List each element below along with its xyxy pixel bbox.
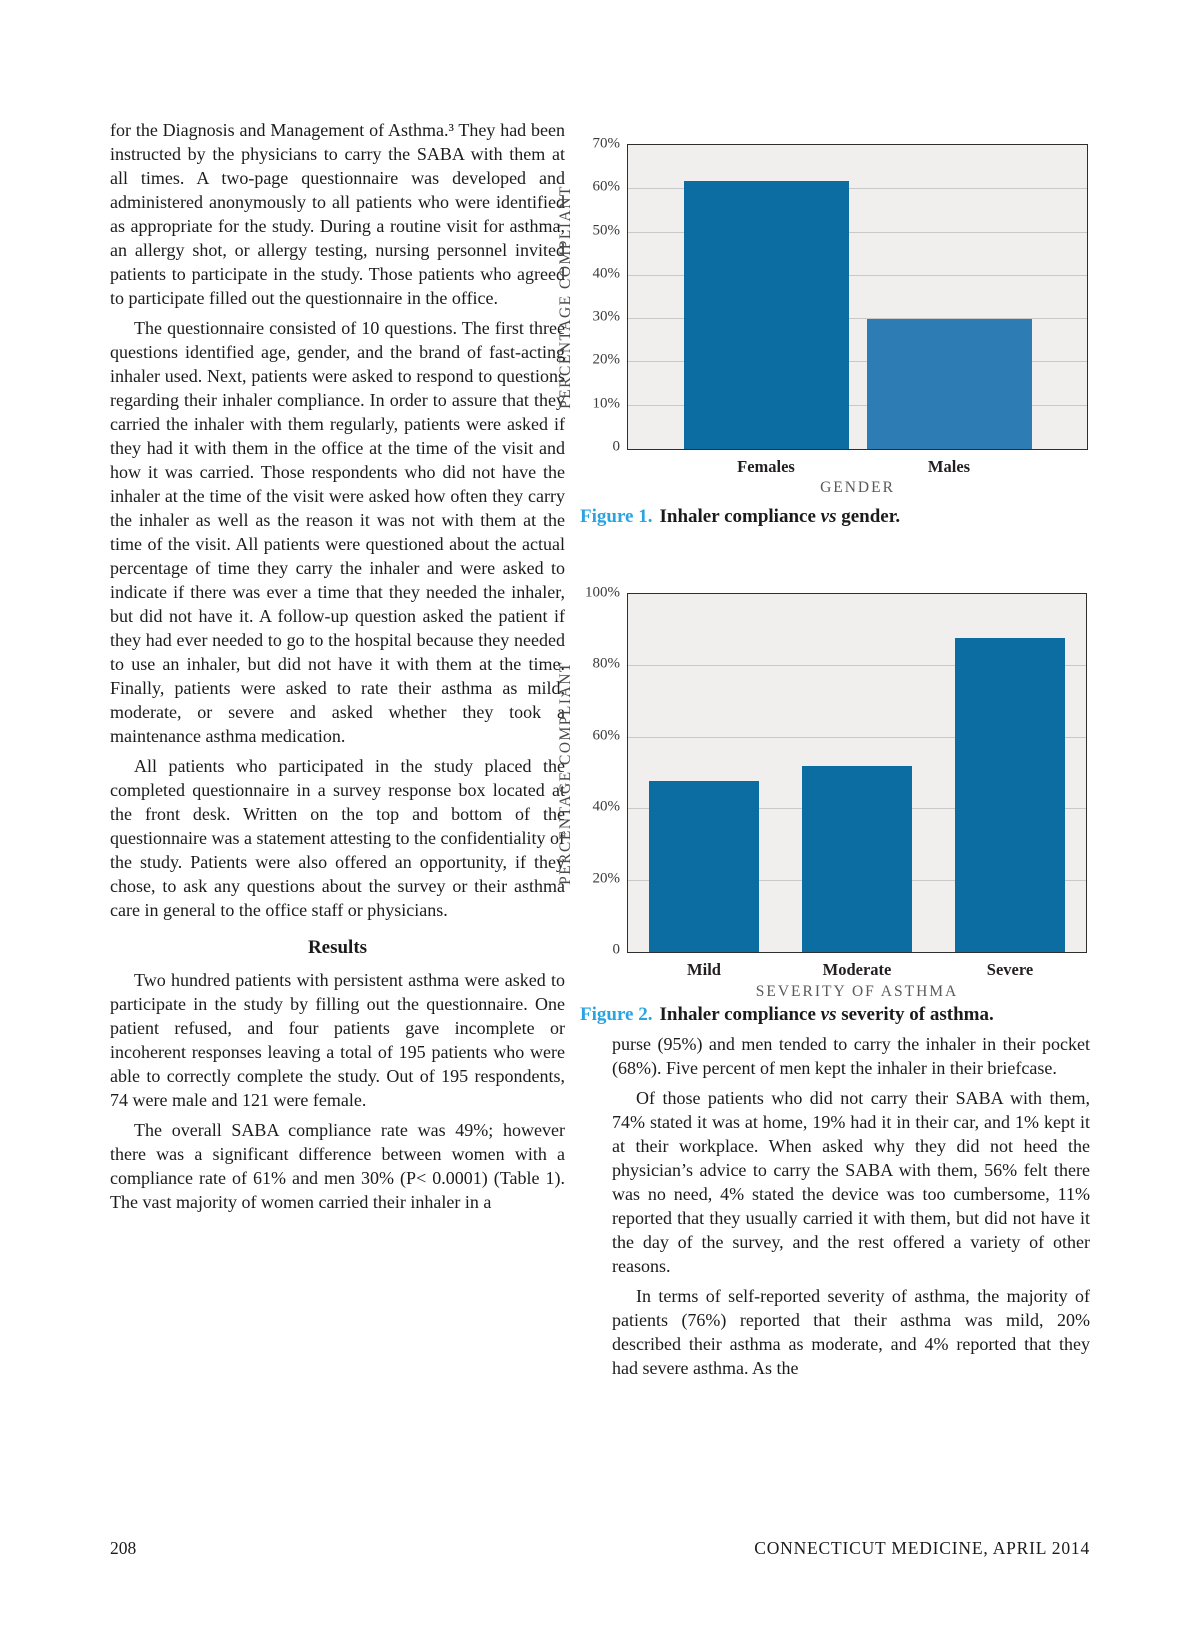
paragraph-continuation: purse (95%) and men tended to carry the … — [612, 1034, 1090, 1078]
y-tick-label: 60% — [592, 178, 621, 195]
x-category-label: Mild — [687, 960, 721, 979]
x-axis-title: GENDER — [820, 479, 895, 496]
paragraph: The overall SABA compliance rate was 49%… — [110, 1120, 565, 1212]
journal-footer: CONNECTICUT MEDICINE, APRIL 2014 — [754, 1538, 1090, 1558]
bars — [628, 594, 1086, 952]
bar-males — [866, 319, 1032, 449]
y-tick-label: 10% — [592, 395, 621, 412]
left-column: for the Diagnosis and Management of Asth… — [110, 118, 565, 1214]
x-category-labels: Females Males — [627, 457, 1088, 477]
caption-text: gender. — [841, 506, 901, 527]
figure-2-caption: Figure 2. Inhaler compliance vs severity … — [580, 1004, 1090, 1026]
y-tick-label: 60% — [592, 727, 621, 744]
y-tick-label: 80% — [592, 655, 621, 672]
paragraph: In terms of self-reported severity of as… — [612, 1286, 1090, 1378]
gridline — [628, 188, 1087, 190]
gridline — [628, 231, 1087, 233]
caption-vs: vs — [820, 1004, 837, 1025]
gridline — [628, 361, 1087, 363]
bar-severe — [955, 637, 1065, 952]
y-tick-label: 40% — [592, 265, 621, 282]
bar-females — [683, 180, 849, 449]
bar-moderate — [802, 766, 912, 952]
y-tick-label: 0 — [612, 941, 621, 958]
paragraph: Two hundred patients with persistent ast… — [110, 970, 565, 1110]
page-number: 208 — [110, 1538, 137, 1558]
paragraph: The questionnaire consisted of 10 questi… — [110, 318, 565, 746]
caption-vs: vs — [820, 506, 837, 527]
right-column: purse (95%) and men tended to carry the … — [612, 1032, 1090, 1380]
y-tick-label: 20% — [592, 870, 621, 887]
gridline — [628, 736, 1086, 738]
gridline — [628, 318, 1087, 320]
bars — [628, 145, 1087, 449]
x-category-label: Severe — [986, 960, 1034, 979]
caption-text: Inhaler compliance — [659, 506, 816, 527]
paragraph: Of those patients who did not carry thei… — [612, 1088, 1090, 1276]
caption-text: Inhaler compliance — [659, 1004, 816, 1025]
y-tick-label: 100% — [585, 584, 620, 601]
x-axis-title: SEVERITY OF ASTHMA — [755, 983, 959, 1000]
x-category-label: Females — [737, 457, 795, 476]
figure-1-caption: Figure 1. Inhaler compliance vs gender. — [580, 506, 1090, 528]
gridline — [628, 404, 1087, 406]
figure-2-label: Figure 2. — [580, 1004, 653, 1025]
y-axis-tick-labels: 0 20% 40% 60% 80% 100% — [552, 585, 621, 958]
y-tick-label: 40% — [592, 798, 621, 815]
y-tick-label: 70% — [592, 135, 621, 152]
x-category-label: Moderate — [822, 960, 892, 979]
figure-1-label: Figure 1. — [580, 506, 653, 527]
paragraph-continuation: for the Diagnosis and Management of Asth… — [110, 120, 565, 308]
y-tick-label: 20% — [592, 351, 621, 368]
paragraph: All patients who participated in the stu… — [110, 756, 565, 920]
results-heading: Results — [307, 937, 368, 958]
y-tick-label: 0 — [612, 438, 621, 455]
y-tick-label: 30% — [592, 308, 621, 325]
gridline — [628, 665, 1086, 667]
plot-area — [627, 593, 1087, 953]
x-category-labels: Mild Moderate Severe — [627, 960, 1087, 980]
y-tick-label: 50% — [592, 222, 621, 239]
caption-text: severity of asthma. — [841, 1004, 994, 1025]
y-axis-tick-labels: 0 10% 20% 30% 40% 50% 60% 70% — [552, 136, 621, 455]
x-category-label: Males — [927, 457, 971, 476]
plot-area — [627, 144, 1088, 450]
bar-mild — [649, 780, 759, 952]
gridline — [628, 274, 1087, 276]
